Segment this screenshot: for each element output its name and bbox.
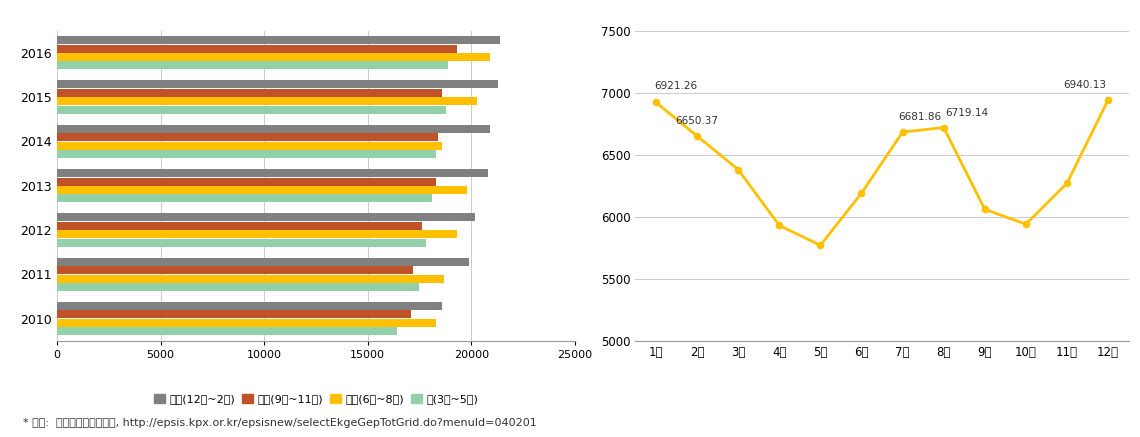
Text: 6650.37: 6650.37 bbox=[676, 116, 718, 126]
Text: 6940.13: 6940.13 bbox=[1062, 80, 1106, 90]
Bar bbox=[57, 97, 478, 105]
Bar bbox=[57, 169, 488, 177]
Bar bbox=[57, 327, 397, 335]
Bar bbox=[57, 61, 448, 69]
Text: * 출처:  전력통계정보시스템, http://epsis.kpx.or.kr/epsisnew/selectEkgeGepTotGrid.do?menuId: * 출처: 전력통계정보시스템, http://epsis.kpx.or.kr/… bbox=[23, 418, 537, 428]
Text: 6921.26: 6921.26 bbox=[654, 81, 697, 91]
Bar bbox=[57, 222, 422, 230]
Bar bbox=[57, 302, 442, 310]
Text: 6719.14: 6719.14 bbox=[946, 108, 988, 118]
Bar bbox=[57, 194, 432, 202]
Bar bbox=[57, 310, 412, 319]
Bar bbox=[57, 125, 490, 133]
Bar bbox=[57, 239, 425, 246]
Bar bbox=[57, 36, 500, 44]
Bar bbox=[57, 283, 420, 291]
Bar bbox=[57, 274, 445, 283]
Bar bbox=[57, 53, 490, 61]
Bar bbox=[57, 89, 442, 97]
Bar bbox=[57, 45, 457, 52]
Bar bbox=[57, 186, 467, 194]
Bar bbox=[57, 133, 438, 141]
Bar bbox=[57, 142, 442, 149]
Bar bbox=[57, 106, 447, 114]
Text: 6681.86: 6681.86 bbox=[898, 112, 942, 122]
Bar bbox=[57, 319, 435, 327]
Bar bbox=[57, 266, 413, 274]
Bar bbox=[57, 80, 498, 88]
Bar bbox=[57, 177, 435, 186]
Bar bbox=[57, 150, 435, 158]
Legend: 곸울(12월~2월), 가을(9월~11월), 여름(6월~8월), 봄(3월~5월): 곸울(12월~2월), 가을(9월~11월), 여름(6월~8월), 봄(3월~… bbox=[149, 390, 482, 409]
Bar bbox=[57, 230, 457, 238]
Bar bbox=[57, 258, 470, 266]
Bar bbox=[57, 213, 475, 222]
